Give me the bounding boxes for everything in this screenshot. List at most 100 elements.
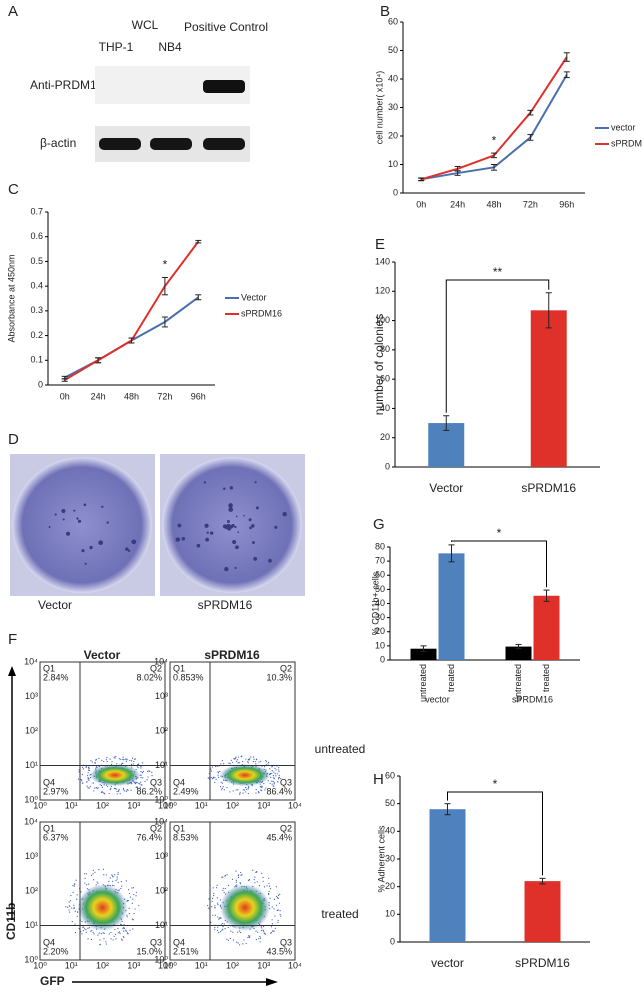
event (98, 869, 100, 871)
event (267, 780, 269, 782)
y-tick-label: 10² (25, 885, 38, 895)
event (240, 874, 242, 876)
event (277, 921, 279, 923)
event (130, 789, 132, 791)
panel-letter: F (8, 631, 17, 648)
event (254, 882, 256, 884)
y-tick-label: 30 (385, 853, 395, 863)
event (245, 791, 247, 793)
event (247, 792, 249, 795)
event (74, 931, 77, 934)
event (235, 789, 237, 791)
event (220, 763, 222, 765)
quadrant-name: Q2 (280, 823, 292, 833)
event (237, 756, 240, 758)
x-tick-label: 10¹ (65, 800, 78, 810)
event (68, 909, 70, 911)
panel-letter: G (373, 516, 385, 533)
colony (65, 531, 71, 536)
blot-band (203, 80, 245, 93)
event (125, 929, 127, 931)
event (275, 895, 278, 897)
event (123, 936, 125, 938)
event (221, 782, 223, 784)
event (96, 787, 98, 790)
x-tick-label: 72h (157, 391, 172, 401)
significance-bracket (451, 540, 547, 588)
event (223, 763, 225, 765)
event (235, 760, 238, 762)
y-tick-label: 10⁴ (24, 816, 38, 826)
event (273, 778, 275, 780)
event (98, 932, 100, 934)
event (97, 787, 99, 789)
quadrant-name: Q2 (150, 663, 162, 673)
row-label: β-actin (40, 136, 76, 150)
x-tick-label: 96h (559, 199, 574, 209)
event (95, 766, 98, 768)
event (119, 932, 121, 935)
event (262, 876, 264, 879)
event (264, 789, 266, 791)
event (129, 896, 132, 898)
column-header: Vector (84, 648, 121, 662)
event (252, 760, 255, 763)
event (92, 873, 94, 875)
event (237, 789, 239, 791)
event (217, 774, 219, 776)
colony (229, 524, 234, 529)
colony (254, 481, 257, 484)
event (272, 780, 274, 782)
event (275, 775, 277, 777)
y-tick-label: 10 (375, 640, 385, 650)
event (255, 789, 257, 791)
event (214, 926, 216, 928)
quadrant-percent: 76.4% (136, 832, 162, 842)
annotation: * (163, 258, 168, 272)
blot-band (203, 138, 245, 150)
quadrant-name: Q3 (150, 777, 162, 787)
event (254, 761, 256, 763)
event (101, 786, 104, 788)
event (87, 772, 89, 774)
event (211, 900, 213, 902)
event (148, 770, 150, 772)
event (134, 782, 136, 784)
event (235, 870, 237, 872)
event (261, 927, 263, 929)
y-tick-label: 10 (388, 159, 398, 169)
event (242, 943, 244, 945)
event (127, 933, 129, 935)
event (125, 760, 128, 762)
event (275, 886, 277, 888)
event (245, 942, 247, 945)
event (267, 763, 269, 765)
event (255, 930, 257, 932)
event (279, 913, 281, 916)
y-axis-label: cell number( x10⁴) (374, 71, 384, 144)
y-tick-label: 20 (375, 626, 385, 636)
colony (106, 521, 109, 524)
event (78, 769, 80, 771)
event (122, 789, 125, 791)
event (110, 785, 112, 788)
x-tick-label: 48h (124, 391, 139, 401)
y-tick-label: 10⁴ (154, 656, 168, 666)
y-axis-label: % CD11b+ cells (370, 571, 380, 635)
event (224, 887, 226, 890)
event (250, 756, 252, 758)
event (115, 755, 117, 758)
y-tick-label: 40 (380, 403, 390, 413)
event (254, 876, 256, 878)
panel-letter: B (380, 3, 390, 20)
x-tick-label: treated (446, 664, 456, 692)
event (147, 770, 149, 773)
panel-letter: E (375, 236, 385, 253)
event (229, 937, 231, 940)
event (266, 885, 268, 887)
group-label: vector (425, 694, 450, 704)
x-tick-label: 10² (226, 800, 239, 810)
event (246, 788, 248, 790)
event (76, 915, 78, 917)
